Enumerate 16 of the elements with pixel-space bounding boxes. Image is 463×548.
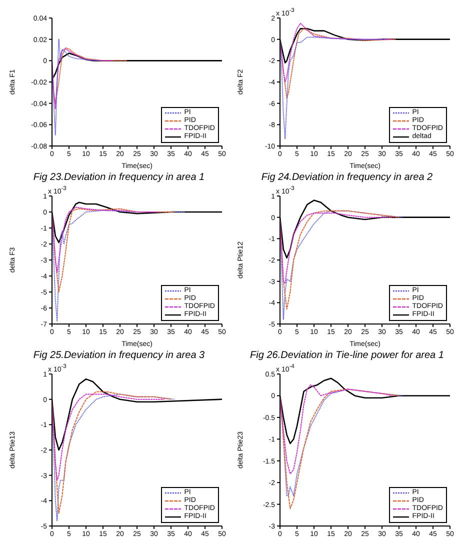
line-series (52, 48, 114, 110)
line-series (52, 38, 100, 136)
text: Fig 26.Deviation in Tie-line power for area 1 (250, 350, 444, 361)
line-series (52, 394, 165, 481)
line-series (52, 47, 128, 104)
text: Fig 23.Deviation in frequency in area 1 (33, 172, 205, 183)
line-series (280, 36, 386, 140)
text: Fig 24.Deviation in frequency in area 2 (261, 172, 433, 183)
line-series (280, 212, 393, 284)
line-series (52, 206, 158, 274)
line-series (52, 208, 175, 292)
line-series (280, 22, 393, 82)
line-series (280, 384, 393, 474)
text: Fig 25.Deviation in frequency in area 3 (33, 350, 205, 361)
line-series (280, 28, 396, 98)
line-series (52, 210, 186, 322)
